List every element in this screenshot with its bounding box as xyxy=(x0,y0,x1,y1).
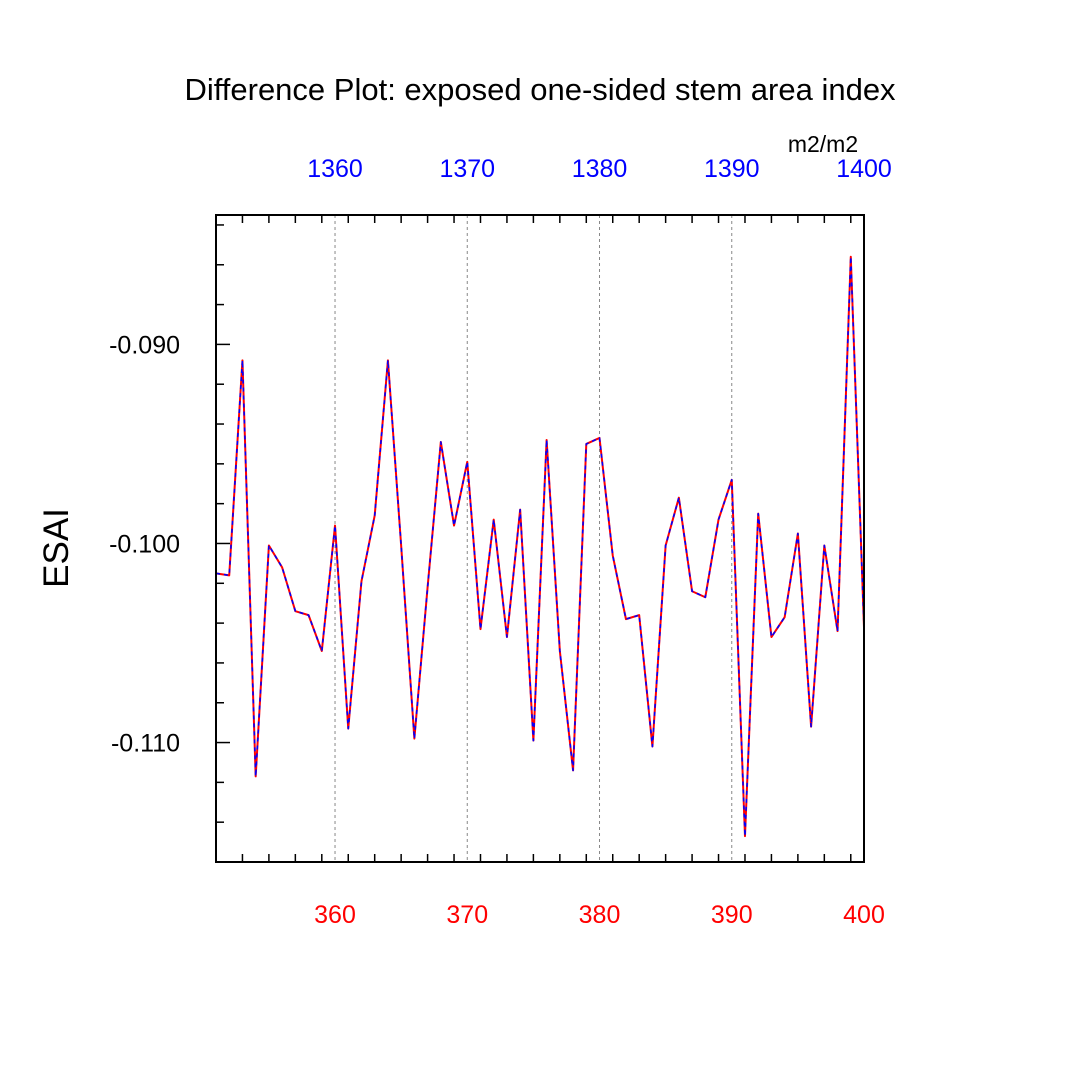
gridlines xyxy=(334,215,733,862)
series-line-blue xyxy=(215,256,865,837)
y-tick-label: -0.090 xyxy=(109,331,180,359)
x-tick-label-bottom: 400 xyxy=(843,901,885,929)
units-label: m2/m2 xyxy=(788,131,858,157)
tick-marks xyxy=(215,215,852,863)
x-tick-label-top: 1360 xyxy=(307,155,363,183)
x-tick-label-top: 1380 xyxy=(572,155,628,183)
x-tick-label-bottom: 360 xyxy=(314,901,356,929)
x-tick-label-top: 1400 xyxy=(836,155,892,183)
data-series xyxy=(215,255,865,838)
x-tick-label-bottom: 380 xyxy=(579,901,621,929)
series-line-red xyxy=(215,255,865,838)
x-tick-label-bottom: 370 xyxy=(446,901,488,929)
chart-title: Difference Plot: exposed one-sided stem … xyxy=(184,72,896,107)
tick-labels: 360 370 380 390 400 1360 1370 1380 1390 1400 -0.11… xyxy=(109,155,892,929)
y-axis-title: ESAI xyxy=(37,508,76,588)
y-tick-label: -0.110 xyxy=(111,730,180,758)
x-tick-label-top: 1370 xyxy=(439,155,495,183)
plot-frame xyxy=(215,214,865,863)
y-tick-label: -0.100 xyxy=(109,530,180,558)
x-tick-label-top: 1390 xyxy=(704,155,760,183)
x-tick-label-bottom: 390 xyxy=(711,901,753,929)
